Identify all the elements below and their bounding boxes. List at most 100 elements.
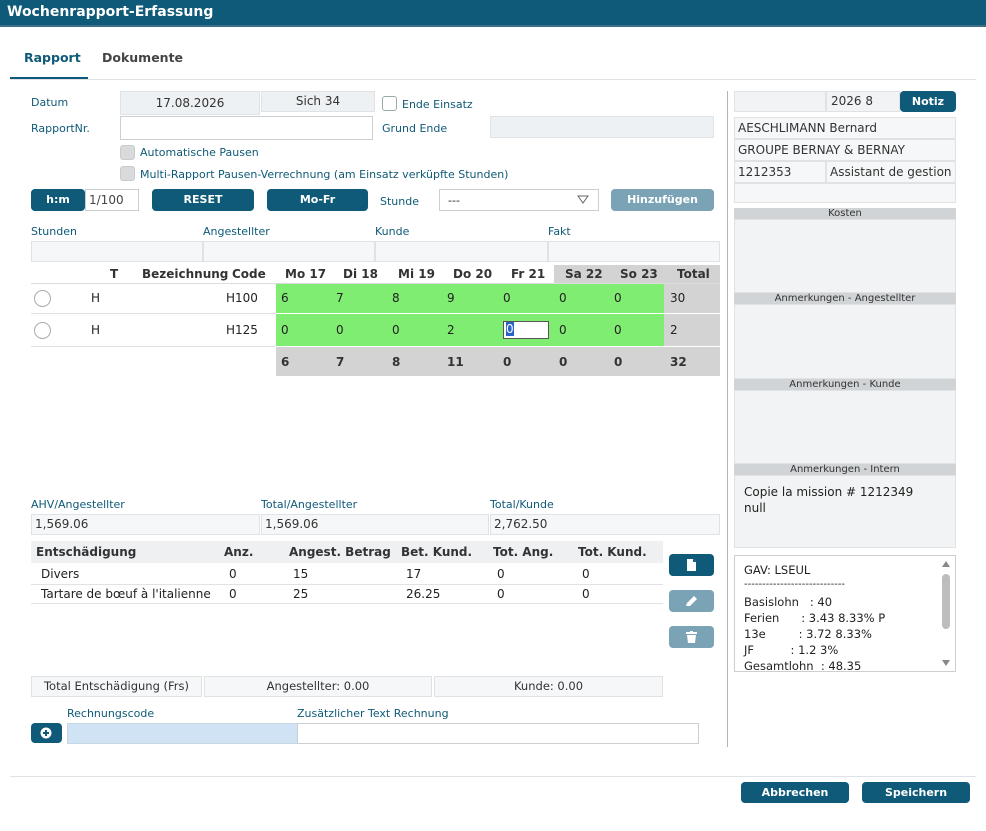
scroll-down-icon[interactable]	[942, 660, 950, 666]
total-do: 11	[447, 355, 464, 369]
ende-einsatz-checkbox[interactable]	[382, 96, 397, 111]
col-do-header: Do 20	[453, 267, 493, 281]
row2-di[interactable]: 0	[336, 323, 344, 337]
reset-button[interactable]: RESET	[152, 189, 254, 211]
hm-button[interactable]: h:m	[31, 189, 85, 211]
total-grand: 32	[670, 355, 687, 369]
edit-entsch-button[interactable]	[669, 590, 714, 612]
tab-rapport[interactable]: Rapport	[24, 50, 81, 65]
rapportnr-label: RapportNr.	[31, 122, 90, 135]
col-mi-header: Mi 19	[398, 267, 435, 281]
row1-fr[interactable]: 0	[503, 291, 511, 305]
table-divider	[31, 283, 720, 284]
period-blank-field	[734, 91, 826, 112]
row2-so[interactable]: 0	[614, 323, 622, 337]
unit-field[interactable]: 1/100	[85, 189, 139, 211]
total-ang-field: 1,569.06	[261, 514, 489, 535]
intern-line-1: Copie la mission # 1212349	[744, 485, 914, 499]
row1-mo[interactable]: 6	[281, 291, 289, 305]
row1-radio[interactable]	[34, 290, 51, 307]
row2-radio[interactable]	[34, 322, 51, 339]
row1-mi[interactable]: 8	[392, 291, 400, 305]
stunde-select[interactable]: ---	[439, 189, 599, 211]
row2-code: H125	[226, 323, 258, 337]
row-divider	[31, 313, 276, 314]
entsch-col-totkund: Tot. Kund.	[578, 545, 647, 559]
multi-rapport-label: Multi-Rapport Pausen-Verrechnung (am Ein…	[140, 168, 509, 181]
row-divider	[31, 584, 663, 585]
kosten-area[interactable]	[734, 219, 956, 293]
blank-info-field	[734, 183, 956, 203]
ahv-field: 1,569.06	[31, 514, 260, 535]
col-so-header: So 23	[620, 267, 658, 281]
stunde-label: Stunde	[380, 195, 419, 208]
grund-ende-label: Grund Ende	[382, 122, 448, 135]
row1-di[interactable]: 7	[336, 291, 344, 305]
kunde-sum-label: Kunde	[375, 225, 410, 238]
grund-ende-field[interactable]	[490, 116, 714, 138]
delete-entsch-button[interactable]	[669, 626, 714, 648]
row1-so[interactable]: 0	[614, 291, 622, 305]
active-tab-indicator	[10, 77, 88, 79]
entsch-row1-angest: 15	[293, 567, 309, 581]
multi-rapport-checkbox[interactable]	[120, 166, 135, 181]
col-di-header: Di 18	[343, 267, 378, 281]
entsch-col-bet: Bet. Kund.	[401, 545, 473, 559]
weekend-header-bg	[554, 265, 664, 283]
row2-mo[interactable]: 0	[281, 323, 289, 337]
anm-angestellter-area[interactable]	[734, 304, 956, 379]
new-entsch-button[interactable]	[669, 554, 714, 576]
scroll-up-icon[interactable]	[942, 561, 950, 567]
mo-fr-button[interactable]: Mo-Fr	[267, 189, 368, 211]
anm-intern-header: Anmerkungen - Intern	[734, 464, 956, 475]
row1-do[interactable]: 9	[447, 291, 455, 305]
row1-code: H100	[226, 291, 258, 305]
col-t-header: T	[110, 267, 119, 281]
row2-mi[interactable]: 0	[392, 323, 400, 337]
fakt-sum-field	[548, 241, 720, 262]
entsch-row2-name[interactable]: Tartare de bœuf à l'italienne	[41, 587, 211, 601]
footer-divider	[10, 776, 976, 777]
col-sa-header: Sa 22	[565, 267, 603, 281]
row2-t: H	[91, 323, 101, 337]
anm-intern-area[interactable]: Copie la mission # 1212349 null	[734, 475, 956, 548]
cancel-button[interactable]: Abbrechen	[741, 782, 849, 803]
gav-scrollbar-thumb[interactable]	[942, 574, 950, 629]
row2-total-bg	[664, 314, 720, 346]
gav-line-7: Gesamtlohn : 48.35	[744, 659, 862, 672]
total-header-bg	[664, 265, 720, 283]
col-bezeichnung-header: Bezeichnung	[142, 267, 229, 281]
entsch-row1-name[interactable]: Divers	[41, 567, 80, 581]
entsch-row2-totkund: 0	[582, 587, 590, 601]
zusatz-text-input[interactable]	[297, 723, 699, 744]
add-rechnung-button[interactable]	[31, 723, 62, 743]
col-mo-header: Mo 17	[285, 267, 327, 281]
row1-t: H	[91, 291, 101, 305]
datum-field[interactable]: 17.08.2026	[120, 91, 260, 115]
row2-fr-input[interactable]: 0	[503, 321, 549, 339]
tab-dokumente[interactable]: Dokumente	[102, 50, 184, 65]
hinzufuegen-button[interactable]: Hinzufügen	[611, 189, 714, 211]
anm-kunde-area[interactable]	[734, 390, 956, 464]
entsch-total-kunde: Kunde: 0.00	[434, 676, 663, 697]
col-code-header: Code	[232, 267, 266, 281]
row1-sa[interactable]: 0	[559, 291, 567, 305]
entsch-row1-totkund: 0	[582, 567, 590, 581]
rechnungscode-input[interactable]	[67, 723, 298, 744]
week-field: Sich 34	[261, 91, 375, 112]
tab-divider	[10, 79, 976, 80]
panel-separator	[727, 91, 728, 747]
kunde-sum-field	[375, 241, 548, 262]
save-button[interactable]: Speichern	[862, 782, 970, 803]
row2-sa[interactable]: 0	[559, 323, 567, 337]
auto-pausen-checkbox[interactable]	[120, 145, 135, 160]
total-kunde-field: 2,762.50	[490, 514, 720, 535]
notiz-button[interactable]: Notiz	[900, 91, 956, 112]
entsch-col-angest: Angest. Betrag	[289, 545, 391, 559]
row2-do[interactable]: 2	[447, 323, 455, 337]
period-field: 2026 8	[826, 91, 900, 112]
rapportnr-input[interactable]	[120, 116, 373, 140]
gav-box[interactable]: GAV: LSEUL ---------------------------- …	[734, 555, 956, 672]
entsch-header-bg	[31, 541, 663, 563]
total-di: 7	[336, 355, 345, 369]
